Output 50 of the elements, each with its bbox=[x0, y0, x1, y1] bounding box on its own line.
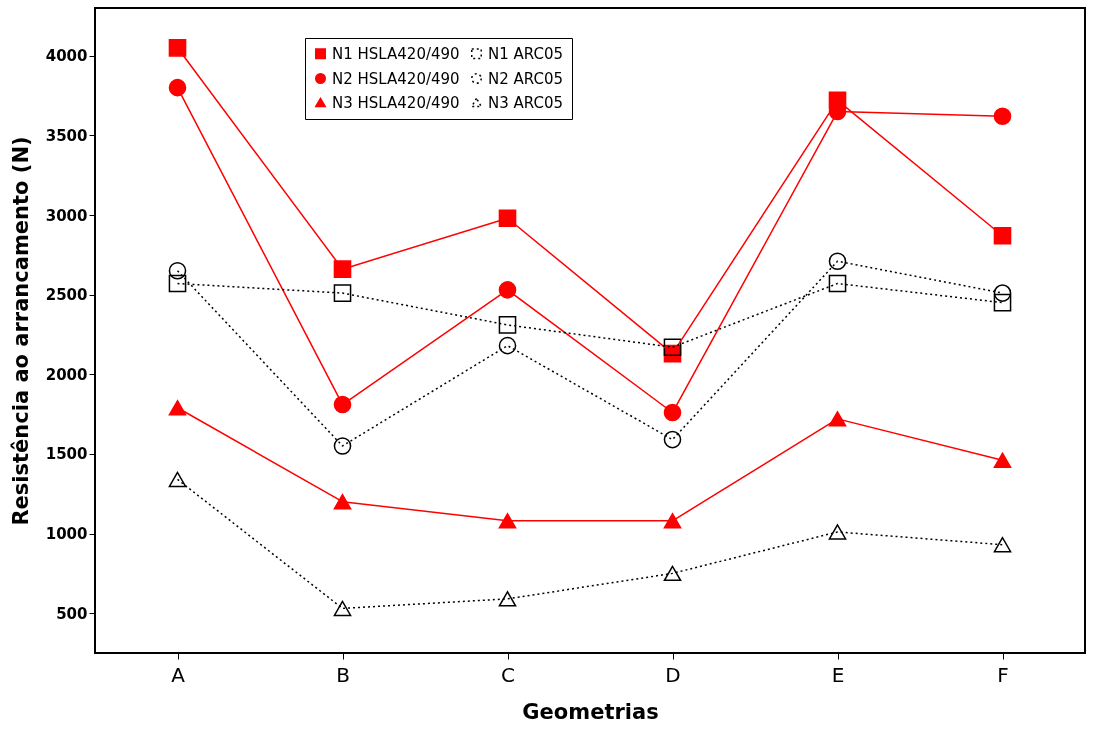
y-tick-label: 2000 bbox=[45, 365, 88, 384]
point bbox=[828, 411, 847, 427]
point bbox=[663, 565, 682, 582]
point bbox=[993, 293, 1012, 312]
legend-label: N2 ARC05 bbox=[488, 69, 564, 88]
point bbox=[168, 274, 187, 293]
x-tick-label: B bbox=[336, 662, 350, 687]
y-tick-label: 500 bbox=[56, 604, 88, 623]
x-tick-label: D bbox=[665, 662, 681, 687]
legend-label: N1 ARC05 bbox=[488, 44, 564, 63]
x-axis-title: Geometrias bbox=[522, 699, 659, 724]
point bbox=[663, 338, 682, 357]
point bbox=[828, 524, 847, 540]
point bbox=[168, 261, 187, 280]
point bbox=[663, 430, 682, 449]
y-axis-title: Resistência ao arrancamento (N) bbox=[8, 136, 33, 526]
y-tick-label: 1000 bbox=[45, 525, 88, 544]
x-tick-label: A bbox=[171, 662, 186, 687]
point bbox=[828, 252, 847, 271]
y-tick-label: 3000 bbox=[45, 206, 88, 225]
point bbox=[168, 39, 187, 57]
legend-label: N2 HSLA420/490 bbox=[332, 69, 460, 88]
point bbox=[993, 536, 1012, 553]
point bbox=[498, 209, 517, 228]
point bbox=[993, 107, 1012, 126]
point bbox=[498, 591, 517, 607]
point bbox=[993, 284, 1012, 302]
y-tick-label: 1500 bbox=[45, 445, 88, 464]
point bbox=[993, 452, 1012, 469]
y-tick-label: 2500 bbox=[45, 286, 88, 305]
y-tick-label: 4000 bbox=[45, 47, 88, 66]
point bbox=[333, 437, 352, 455]
legend-label: N3 HSLA420/490 bbox=[332, 93, 460, 112]
x-tick-label: E bbox=[831, 662, 845, 687]
x-tick-label: C bbox=[501, 662, 515, 687]
point bbox=[333, 600, 352, 617]
point bbox=[168, 471, 187, 488]
point bbox=[498, 513, 517, 529]
x-tick-label: F bbox=[997, 662, 1009, 687]
legend-label: N3 ARC05 bbox=[488, 93, 564, 112]
y-tick-label: 3500 bbox=[45, 126, 88, 145]
point bbox=[498, 316, 517, 334]
point bbox=[333, 284, 352, 302]
point bbox=[663, 513, 682, 529]
point bbox=[333, 260, 352, 278]
legend-label: N1 HSLA420/490 bbox=[332, 44, 460, 63]
point bbox=[828, 274, 847, 293]
point bbox=[498, 336, 517, 355]
point bbox=[993, 226, 1012, 245]
point bbox=[168, 78, 187, 97]
